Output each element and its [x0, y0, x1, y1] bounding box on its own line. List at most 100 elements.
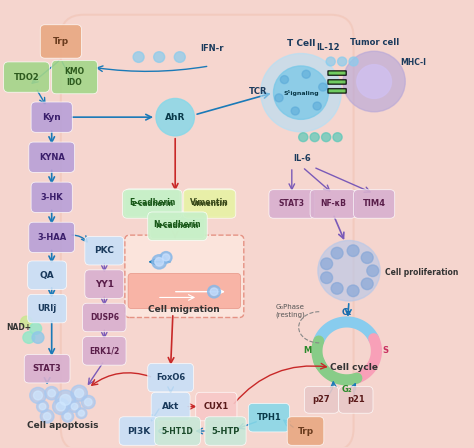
- Text: G₀Phase
(resting): G₀Phase (resting): [275, 304, 305, 318]
- Text: 5-HT1D: 5-HT1D: [162, 426, 193, 435]
- Text: STAT3: STAT3: [279, 199, 305, 208]
- Text: ERK1/2: ERK1/2: [89, 346, 119, 355]
- FancyBboxPatch shape: [304, 387, 339, 413]
- Circle shape: [337, 57, 346, 66]
- FancyBboxPatch shape: [27, 261, 66, 289]
- FancyBboxPatch shape: [148, 363, 193, 392]
- Text: Trp: Trp: [298, 426, 314, 435]
- Circle shape: [331, 247, 343, 259]
- Circle shape: [55, 390, 75, 409]
- FancyBboxPatch shape: [287, 417, 324, 445]
- Text: STAT3: STAT3: [33, 364, 62, 373]
- Text: TCR: TCR: [249, 87, 268, 96]
- Text: DUSP6: DUSP6: [90, 313, 119, 322]
- Circle shape: [74, 389, 84, 397]
- Text: T Cell: T Cell: [287, 39, 315, 48]
- FancyBboxPatch shape: [61, 15, 354, 448]
- Text: S: S: [382, 346, 388, 355]
- Circle shape: [310, 133, 319, 142]
- Circle shape: [321, 258, 333, 270]
- Circle shape: [48, 389, 55, 397]
- Circle shape: [208, 285, 220, 298]
- Circle shape: [152, 255, 166, 269]
- Circle shape: [318, 241, 380, 301]
- Text: PI3K: PI3K: [127, 426, 150, 435]
- Circle shape: [43, 413, 51, 420]
- Text: KMO
IDO: KMO IDO: [64, 67, 85, 87]
- FancyBboxPatch shape: [205, 417, 246, 445]
- FancyBboxPatch shape: [196, 392, 237, 421]
- Circle shape: [347, 285, 359, 297]
- Circle shape: [347, 245, 359, 256]
- Circle shape: [357, 65, 392, 99]
- Circle shape: [261, 53, 341, 132]
- Text: N-cadherin: N-cadherin: [156, 223, 199, 229]
- Text: CUX1: CUX1: [204, 402, 229, 411]
- Circle shape: [20, 316, 33, 328]
- Circle shape: [156, 99, 194, 136]
- Circle shape: [273, 66, 328, 119]
- Text: Akt: Akt: [162, 402, 179, 411]
- Circle shape: [361, 252, 373, 263]
- Text: NF-κB: NF-κB: [320, 199, 346, 208]
- Text: PKC: PKC: [94, 246, 114, 255]
- FancyBboxPatch shape: [29, 142, 74, 172]
- Circle shape: [154, 52, 164, 62]
- Text: MHC-I: MHC-I: [400, 58, 426, 67]
- Circle shape: [71, 385, 87, 401]
- FancyBboxPatch shape: [339, 387, 373, 413]
- Circle shape: [313, 102, 321, 110]
- FancyBboxPatch shape: [24, 354, 70, 383]
- Circle shape: [36, 401, 48, 412]
- Text: Cell proliferation: Cell proliferation: [385, 268, 458, 277]
- FancyBboxPatch shape: [27, 294, 66, 323]
- Text: Trp: Trp: [53, 37, 69, 46]
- Circle shape: [361, 278, 373, 289]
- Text: FoxO6: FoxO6: [156, 373, 185, 382]
- Circle shape: [32, 332, 44, 343]
- Text: Cell cycle: Cell cycle: [329, 363, 378, 372]
- Circle shape: [319, 83, 327, 91]
- Text: QA: QA: [40, 271, 55, 280]
- FancyBboxPatch shape: [125, 189, 180, 216]
- Text: URIĵ: URIĵ: [37, 304, 57, 313]
- Text: TPH1: TPH1: [256, 413, 281, 422]
- Text: IL-12: IL-12: [317, 43, 340, 52]
- Circle shape: [299, 133, 308, 142]
- Circle shape: [321, 133, 331, 142]
- Circle shape: [53, 399, 69, 414]
- Text: Vimentin: Vimentin: [191, 201, 228, 207]
- FancyBboxPatch shape: [155, 417, 201, 445]
- Circle shape: [133, 52, 144, 62]
- Circle shape: [280, 76, 289, 84]
- Circle shape: [367, 265, 379, 276]
- FancyBboxPatch shape: [29, 222, 74, 253]
- FancyBboxPatch shape: [52, 60, 98, 94]
- FancyBboxPatch shape: [123, 190, 182, 218]
- Text: M: M: [303, 346, 311, 355]
- Circle shape: [30, 323, 42, 334]
- Circle shape: [302, 70, 310, 78]
- Text: Tumor cell: Tumor cell: [349, 38, 399, 47]
- Circle shape: [343, 51, 405, 112]
- Circle shape: [155, 258, 164, 266]
- FancyBboxPatch shape: [328, 80, 346, 84]
- FancyBboxPatch shape: [150, 211, 205, 239]
- Circle shape: [82, 396, 95, 409]
- Text: 5-HTP: 5-HTP: [211, 426, 240, 435]
- Circle shape: [174, 52, 185, 62]
- Text: 3-HAA: 3-HAA: [37, 233, 66, 242]
- FancyBboxPatch shape: [82, 303, 126, 332]
- Circle shape: [84, 398, 92, 406]
- Text: N-cadherin: N-cadherin: [154, 220, 201, 229]
- Text: KYNA: KYNA: [39, 153, 64, 162]
- Circle shape: [34, 391, 43, 400]
- Text: p27: p27: [313, 396, 330, 405]
- FancyBboxPatch shape: [119, 417, 158, 445]
- Text: Vimentin: Vimentin: [190, 198, 229, 207]
- Circle shape: [333, 133, 342, 142]
- FancyBboxPatch shape: [151, 392, 190, 421]
- Text: TIM4: TIM4: [363, 199, 386, 208]
- Text: E-cadherin: E-cadherin: [129, 198, 175, 207]
- FancyBboxPatch shape: [148, 212, 207, 241]
